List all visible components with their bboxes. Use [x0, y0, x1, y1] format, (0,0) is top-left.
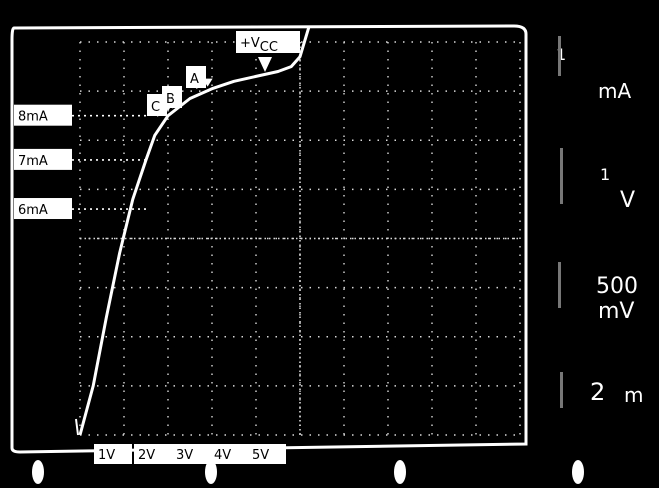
x-axis-labels: 1V 2V 3V 4V 5V [94, 444, 286, 464]
svg-text:C: C [151, 100, 160, 115]
y-tick-label: 7mA [14, 148, 150, 170]
ch3-dial-marks [558, 262, 561, 308]
x-tick-label: 5V [248, 444, 286, 464]
ch2-unit: V [620, 188, 635, 213]
point-marker-a: A [186, 66, 213, 89]
y-tick-label: 8mA [14, 104, 150, 126]
x-tick-label: 4V [210, 444, 248, 464]
svg-text:8mA: 8mA [18, 110, 48, 125]
ch1-unit: mA [598, 79, 631, 103]
knob-icon [394, 460, 406, 484]
y-axis-labels: 8mA 7mA 6mA [14, 104, 150, 220]
ch4-dial-marks [560, 372, 563, 408]
point-markers: ABC [147, 66, 213, 117]
ch4-value: 2 [590, 378, 605, 406]
trace-start-hook [75, 418, 79, 436]
ch3-unit: mV [598, 299, 634, 324]
x-tick-label: 2V [134, 444, 172, 464]
screen-bezel [10, 24, 528, 454]
x-tick-label: 1V [94, 444, 132, 464]
svg-text:B: B [166, 92, 175, 107]
ch4-unit: m [624, 383, 643, 407]
point-marker-c: C [147, 94, 173, 117]
bottom-knobs [32, 460, 584, 484]
ch1-dial-marks [558, 36, 561, 76]
svg-text:2V: 2V [138, 448, 155, 463]
ch2-dial-marks [560, 148, 563, 204]
y-tick-label: 6mA [14, 198, 150, 220]
knob-icon [205, 460, 217, 484]
svg-text:3V: 3V [176, 448, 193, 463]
ch1-value: 1 [556, 45, 566, 64]
ch3-value: 500 [596, 274, 638, 299]
svg-text:7mA: 7mA [18, 154, 48, 169]
vcc-label: +VCC [236, 31, 300, 72]
scope-readout-panel: 1 mA 1 V 500 mV 2 m [556, 36, 643, 408]
svg-text:A: A [190, 72, 199, 87]
svg-text:4V: 4V [214, 448, 231, 463]
svg-text:6mA: 6mA [18, 203, 48, 218]
knob-icon [572, 460, 584, 484]
vcc-arrow-icon [258, 57, 272, 72]
svg-text:+VCC: +VCC [240, 36, 278, 55]
svg-text:5V: 5V [252, 448, 269, 463]
svg-text:1V: 1V [98, 448, 115, 463]
knob-icon [32, 460, 44, 484]
ch2-value: 1 [600, 165, 610, 184]
x-tick-label: 3V [172, 444, 210, 464]
